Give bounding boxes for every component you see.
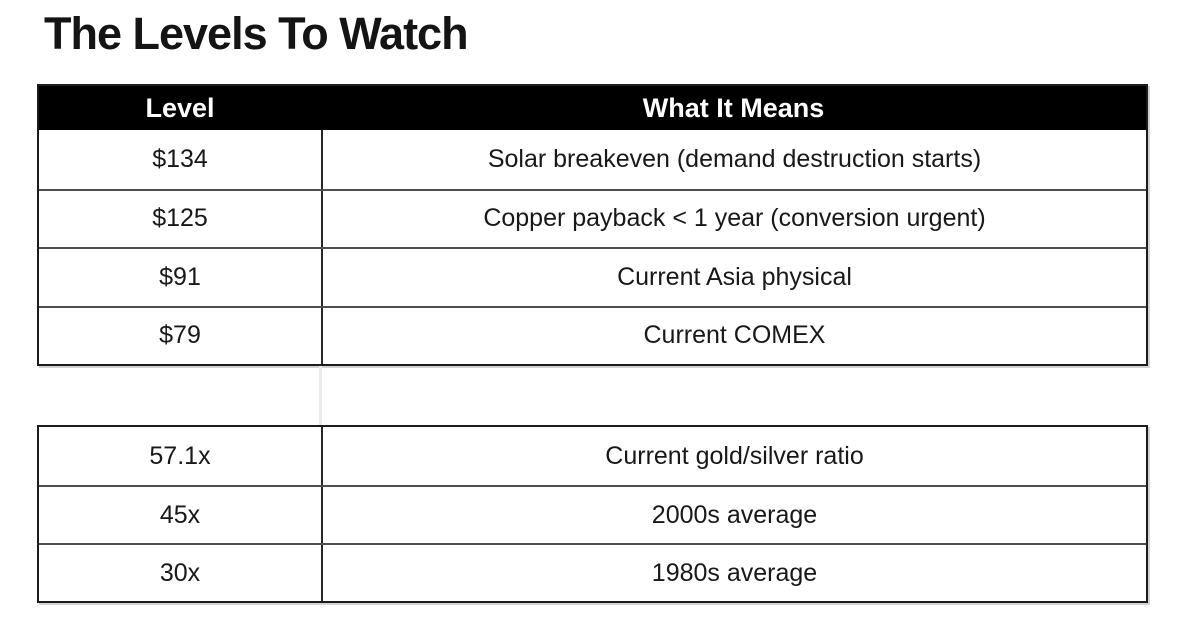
levels-table-header-row: Level What It Means <box>39 86 1146 130</box>
level-cell: $79 <box>159 321 201 350</box>
meaning-cell: Current Asia physical <box>321 249 1146 306</box>
column-header-meaning: What It Means <box>642 92 825 123</box>
column-divider-ghost-line <box>319 366 322 425</box>
table-row: $134 Solar breakeven (demand destruction… <box>39 130 1146 189</box>
table-row: 45x 2000s average <box>39 485 1146 543</box>
meaning-cell: Current gold/silver ratio <box>321 427 1146 485</box>
level-cell: 57.1x <box>149 441 211 470</box>
table-row: 57.1x Current gold/silver ratio <box>39 427 1146 485</box>
levels-table: Level What It Means $134 Solar breakeven… <box>37 84 1148 366</box>
column-header-level: Level <box>145 92 215 123</box>
meaning-cell: 1980s average <box>321 545 1146 601</box>
table-row: $79 Current COMEX <box>39 305 1146 364</box>
table-row: $125 Copper payback < 1 year (conversion… <box>39 188 1146 247</box>
meaning-cell: Solar breakeven (demand destruction star… <box>321 130 1146 189</box>
level-cell: $134 <box>152 144 208 173</box>
level-cell: $91 <box>159 262 201 291</box>
level-cell: 45x <box>159 500 201 529</box>
level-cell: $125 <box>152 204 208 233</box>
ratio-table: 57.1x Current gold/silver ratio 45x 2000… <box>37 425 1148 603</box>
table-row: $91 Current Asia physical <box>39 247 1146 306</box>
meaning-cell: Current COMEX <box>321 307 1146 364</box>
page-title: The Levels To Watch <box>44 8 469 59</box>
meaning-cell: Copper payback < 1 year (conversion urge… <box>321 190 1146 247</box>
table-row: 30x 1980s average <box>39 543 1146 601</box>
level-cell: 30x <box>159 558 201 587</box>
meaning-cell: 2000s average <box>321 487 1146 543</box>
